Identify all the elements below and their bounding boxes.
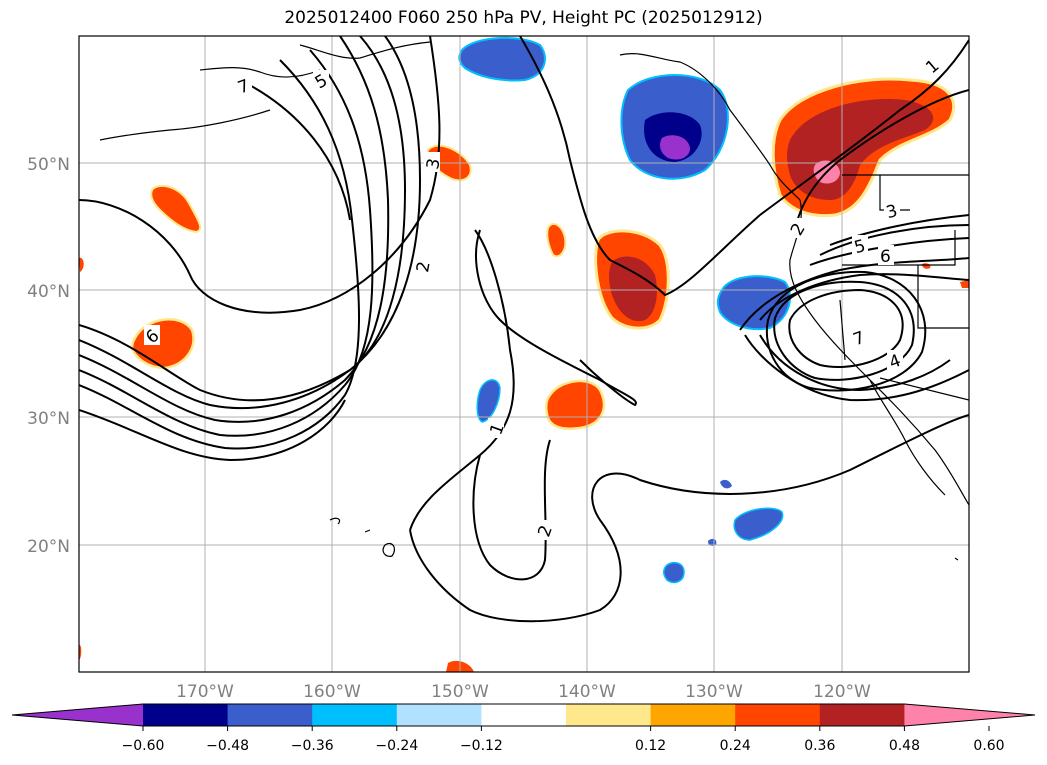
gridlines xyxy=(79,36,969,672)
lat-label: 30°N xyxy=(27,409,70,429)
colorbar-tick-label: 0.36 xyxy=(804,738,835,754)
contour-label: 2 xyxy=(413,260,435,274)
colorbar-swatch xyxy=(481,704,567,726)
lon-label: 160°W xyxy=(303,682,361,702)
colorbar-swatch xyxy=(143,704,229,726)
colorbar-tick-label: 0.48 xyxy=(889,738,920,754)
lat-label: 20°N xyxy=(27,537,70,557)
colorbar-swatch xyxy=(227,704,313,726)
longitude-labels: 170°W 160°W 150°W 140°W 130°W 120°W xyxy=(176,682,871,702)
latitude-labels: 50°N 40°N 30°N 20°N xyxy=(27,155,70,557)
colorbar-extend-min xyxy=(12,704,143,726)
lon-label: 140°W xyxy=(558,682,616,702)
colorbar-swatch xyxy=(396,704,482,726)
colorbar-swatch xyxy=(566,704,652,726)
lat-label: 40°N xyxy=(27,282,70,302)
colorbar-swatch xyxy=(735,704,821,726)
pv-negative-california xyxy=(716,275,791,331)
contour-labels: 7 5 3 2 1 6 2 1 2 3 5 6 7 4 xyxy=(142,55,943,540)
lon-label: 170°W xyxy=(176,682,234,702)
lat-label: 50°N xyxy=(27,155,70,175)
contour-label: 5 xyxy=(852,236,868,258)
colorbar-extend-max xyxy=(904,704,1035,726)
map-title: 2025012400 F060 250 hPa PV, Height PC (2… xyxy=(284,8,763,28)
map-frame xyxy=(78,35,970,673)
colorbar-tick-label: 0.24 xyxy=(720,738,751,754)
colorbar: −0.60 −0.48 −0.36 −0.24 −0.12 0.12 0.24 0.36 0.4… xyxy=(11,703,1036,754)
colorbar-tick-label: −0.48 xyxy=(206,738,249,754)
contour-label: 6 xyxy=(880,247,891,267)
colorbar-swatch xyxy=(819,704,905,726)
colorbar-swatch xyxy=(650,704,736,726)
colorbar-tick-label: −0.36 xyxy=(291,738,334,754)
colorbar-tick-label: −0.60 xyxy=(122,738,165,754)
lon-label: 150°W xyxy=(431,682,489,702)
colorbar-tick-label: 0.60 xyxy=(973,738,1004,754)
lon-label: 130°W xyxy=(685,682,743,702)
colorbar-tick-label: −0.24 xyxy=(375,738,418,754)
pv-negative-north xyxy=(458,36,546,82)
colorbar-swatch xyxy=(312,704,398,726)
pv-positive-subtropical xyxy=(545,379,606,430)
contour-label: 3 xyxy=(884,201,900,223)
contour-label: 3 xyxy=(423,157,445,171)
lon-label: 120°W xyxy=(813,682,871,702)
colorbar-tick-label: −0.12 xyxy=(460,738,503,754)
colorbar-tick-label: 0.12 xyxy=(635,738,666,754)
